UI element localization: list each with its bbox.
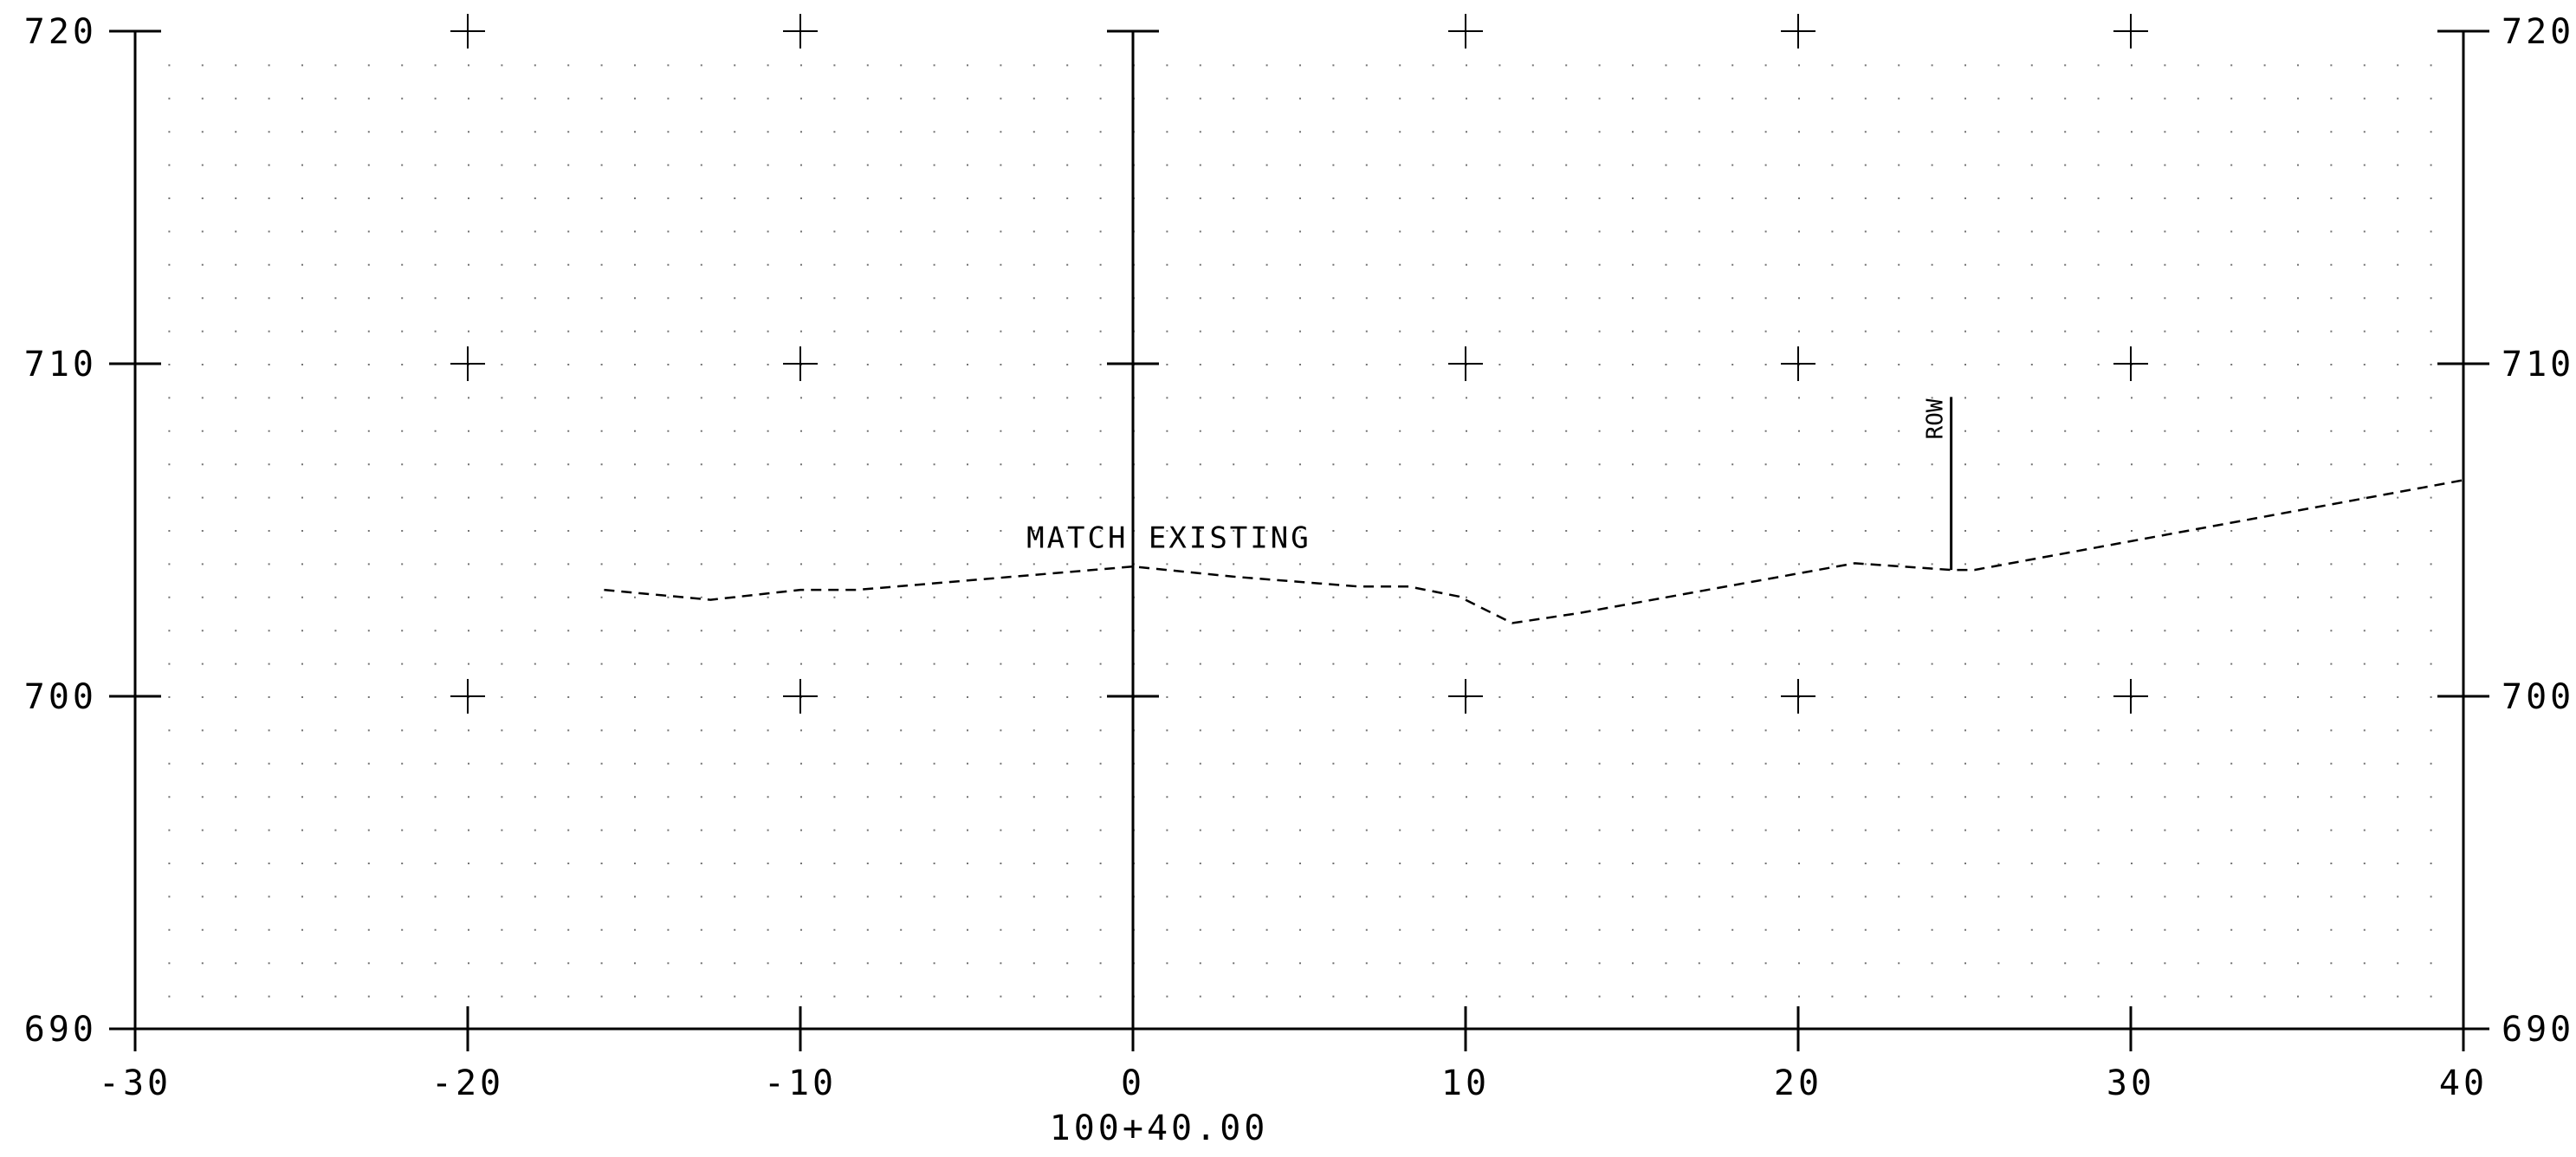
x-tick-label: -10: [764, 1063, 837, 1103]
x-tick-label: 40: [2439, 1063, 2488, 1103]
x-tick-label: 10: [1441, 1063, 1490, 1103]
grid-crosshair: [783, 346, 818, 381]
ground-line: [604, 479, 2464, 624]
grid-crosshair: [1448, 14, 1483, 48]
grid-crosshair: [1781, 14, 1815, 48]
grid-crosshair: [450, 346, 485, 381]
axes-frame: [133, 31, 2465, 1031]
grid-crosshair: [1781, 346, 1815, 381]
grid-crosshair: [450, 14, 485, 48]
grid-crosshair: [450, 679, 485, 714]
match-existing-label: MATCH EXISTING: [1026, 520, 1311, 555]
x-tick-label: -30: [99, 1063, 172, 1103]
axis-labels: 100+40.00 690 690 700 700 710 710 720 720 -30 -20…: [24, 12, 2574, 1148]
y-tick-label-left: 690: [24, 1010, 97, 1050]
y-tick-label-left: 710: [24, 345, 97, 385]
station-label: 100+40.00: [1050, 1109, 1269, 1148]
grid-crosshairs: [450, 14, 2148, 714]
grid-crosshair: [2113, 346, 2148, 381]
x-tick-label: -20: [431, 1063, 504, 1103]
x-tick-label: 30: [2107, 1063, 2155, 1103]
x-tick-label: 0: [1121, 1063, 1145, 1103]
x-tick-label: 20: [1774, 1063, 1822, 1103]
grid-crosshair: [783, 679, 818, 714]
row-label: ROW: [1923, 398, 1949, 439]
dot-grid: [168, 64, 2432, 998]
grid-dots: [168, 64, 2432, 998]
grid-crosshair: [783, 14, 818, 48]
grid-crosshair: [1448, 346, 1483, 381]
grid-crosshair: [1448, 679, 1483, 714]
y-tick-label-right: 710: [2502, 345, 2574, 385]
y-tick-label-left: 700: [24, 677, 97, 717]
grid-crosshair: [2113, 679, 2148, 714]
grid-crosshair: [2113, 14, 2148, 48]
y-tick-label-right: 720: [2502, 12, 2574, 52]
annotations: ROW MATCH EXISTING: [1026, 397, 1953, 571]
y-tick-label-left: 720: [24, 12, 97, 52]
grid-crosshair: [1781, 679, 1815, 714]
y-tick-label-right: 690: [2502, 1010, 2574, 1050]
axis-ticks: [109, 29, 2489, 1051]
existing-ground-profile: [604, 479, 2464, 624]
y-tick-label-right: 700: [2502, 677, 2574, 717]
